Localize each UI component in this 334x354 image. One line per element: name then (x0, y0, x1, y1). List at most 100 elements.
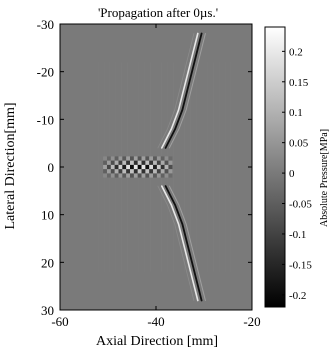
oscillation-cell (153, 156, 158, 161)
colorbar-tick-label: -0.2 (289, 290, 306, 302)
oscillation-cell (137, 160, 142, 165)
oscillation-cell (126, 160, 131, 165)
colorbar-tick-label: -0.05 (289, 199, 312, 211)
colorbar-tick-label: -0.15 (289, 259, 312, 271)
oscillation-cell (130, 165, 134, 169)
oscillation-cell (153, 173, 158, 178)
oscillation-cell (137, 169, 142, 174)
oscillation-cell (114, 169, 119, 174)
oscillation-cell (103, 169, 108, 174)
colorbar-ticks: 0.2 0.15 0.1 0.05 0 -0.05 -0.1 -0.15 -0.2 (282, 46, 312, 302)
y-tick-label: 20 (41, 255, 54, 270)
oscillation-cell (106, 165, 111, 169)
oscillation-cell (126, 173, 131, 178)
oscillation-cell (145, 169, 150, 174)
wavefront-upper (161, 32, 199, 149)
oscillation-cell (141, 169, 146, 174)
y-tick-label: -20 (37, 65, 54, 80)
oscillation-cell (114, 156, 119, 161)
colorbar-tick-label: 0.1 (289, 107, 303, 119)
oscillation-cell (122, 156, 127, 161)
oscillation-cell (114, 160, 119, 165)
wavefront-lower (168, 185, 206, 301)
oscillation-cell (153, 169, 158, 174)
oscillation-cell (133, 160, 138, 165)
oscillation-cell (168, 160, 173, 165)
chart-title: 'Propagation after 0µs.' (98, 5, 218, 20)
oscillation-cell (130, 160, 134, 165)
oscillation-cell (160, 173, 165, 178)
y-tick-label: 10 (41, 208, 54, 223)
oscillation-cell (118, 173, 123, 178)
oscillation-cell (145, 173, 150, 178)
y-tick-label: -10 (37, 112, 54, 127)
oscillation-cell (106, 156, 111, 161)
oscillation-cell (110, 173, 115, 178)
wavefront-upper (164, 32, 203, 149)
colorbar-tick-label: 0.15 (289, 77, 309, 89)
x-axis: -60 -40 -20 (51, 24, 261, 329)
wavefront-lower (164, 185, 203, 302)
oscillation-cell (164, 165, 169, 169)
oscillation-cell (160, 156, 165, 161)
wavefront-upper (157, 33, 195, 149)
wave-marks (98, 32, 232, 302)
oscillation-cell (126, 169, 131, 174)
oscillation-cell (141, 160, 146, 165)
oscillation-cell (122, 160, 127, 165)
oscillation-cell (141, 165, 146, 169)
oscillation-cell (160, 160, 165, 165)
oscillation-cell (130, 156, 134, 161)
y-tick-label: 0 (48, 160, 55, 175)
oscillation-cell (168, 156, 173, 161)
oscillation-cell (156, 160, 161, 165)
oscillation-cell (103, 160, 108, 165)
oscillation-cell (118, 160, 123, 165)
x-tick-label: -60 (51, 314, 68, 329)
oscillation-cell (149, 160, 154, 165)
oscillation-cell (130, 169, 134, 174)
y-tick-label: -30 (37, 17, 54, 32)
oscillation-cell (156, 156, 161, 161)
oscillation-cell (168, 169, 173, 174)
oscillation-cell (156, 165, 161, 169)
oscillation-cell (164, 173, 169, 178)
oscillation-cell (149, 173, 154, 178)
oscillation-cell (118, 165, 123, 169)
oscillation-cell (137, 156, 142, 161)
oscillation-cell (137, 165, 142, 169)
oscillation-cell (122, 165, 127, 169)
x-tick-label: -20 (243, 314, 260, 329)
wavefront-upper (168, 33, 206, 149)
oscillation-cell (168, 173, 173, 178)
oscillation-cell (145, 165, 150, 169)
oscillation-cell (110, 169, 115, 174)
oscillation-cell (114, 173, 119, 178)
colorbar-tick-label: -0.1 (289, 229, 306, 241)
oscillation-cell (133, 165, 138, 169)
oscillation-cell (103, 156, 108, 161)
x-axis-label: Axial Direction [mm] (96, 334, 218, 349)
oscillation-cell (133, 173, 138, 178)
oscillation-cell (168, 165, 173, 169)
oscillation-cell (106, 160, 111, 165)
oscillation-cell (122, 169, 127, 174)
oscillation-cell (149, 165, 154, 169)
oscillation-cell (133, 156, 138, 161)
oscillation-cell (149, 169, 154, 174)
colorbar-tick-label: 0 (289, 168, 295, 180)
y-axis-label: Lateral Direction[mm] (3, 102, 18, 229)
oscillation-cell (126, 165, 131, 169)
colorbar-label: Absolute Pressure[MPa] (319, 129, 330, 227)
oscillation-cell (145, 156, 150, 161)
oscillation-cell (153, 165, 158, 169)
x-tick-label: -40 (147, 314, 164, 329)
oscillation-cell (103, 165, 108, 169)
wavefront-lower (161, 185, 199, 302)
oscillation-cell (149, 156, 154, 161)
oscillation-cell (160, 165, 165, 169)
oscillation-cell (126, 156, 131, 161)
oscillation-cell (114, 165, 119, 169)
oscillation-cell (118, 156, 123, 161)
